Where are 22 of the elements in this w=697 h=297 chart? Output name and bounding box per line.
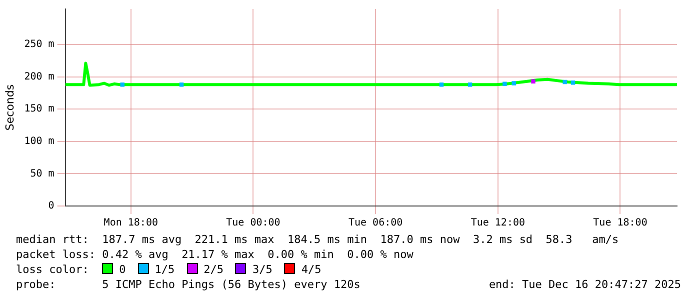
- text: packet loss: 0.42 % avg 21.17 % max 0.00 % min 0.00 % now: [16, 247, 414, 262]
- y-tick-label: 250 m: [24, 39, 54, 50]
- text: median rtt: 187.7 ms avg 221.1 ms max 184.5 ms min 187.0 ms now 3.2 ms sd 58.3 am/s: [16, 232, 620, 247]
- x-tick-label: Tue 06:00: [348, 218, 403, 229]
- legend-label: 1/5: [154, 263, 175, 276]
- y-tick-label: 100 m: [24, 136, 54, 148]
- legend-label: 4/5: [300, 263, 322, 276]
- text: end: Tue Dec 16 20:47:27 2025: [488, 277, 681, 292]
- x-tick-label: Tue 00:00: [226, 218, 280, 229]
- x-tick-label: Tue 18:00: [593, 218, 648, 229]
- y-axis-title: Seconds: [3, 84, 16, 131]
- y-tick-label: 150 m: [24, 104, 54, 115]
- y-tick-label: 0: [48, 200, 54, 212]
- legend-label: 3/5: [251, 263, 272, 276]
- legend-label: 2/5: [202, 263, 224, 276]
- legend-label: 0: [118, 263, 126, 276]
- y-tick-label: 200 m: [24, 71, 54, 82]
- legend-title: loss color:: [16, 263, 90, 276]
- text: probe: 5 ICMP Echo Pings (56 Bytes) every 120s: [16, 277, 360, 292]
- y-tick-label: 50 m: [30, 168, 54, 180]
- x-tick-label: Mon 18:00: [104, 218, 158, 229]
- x-tick-label: Tue 12:00: [470, 218, 525, 229]
